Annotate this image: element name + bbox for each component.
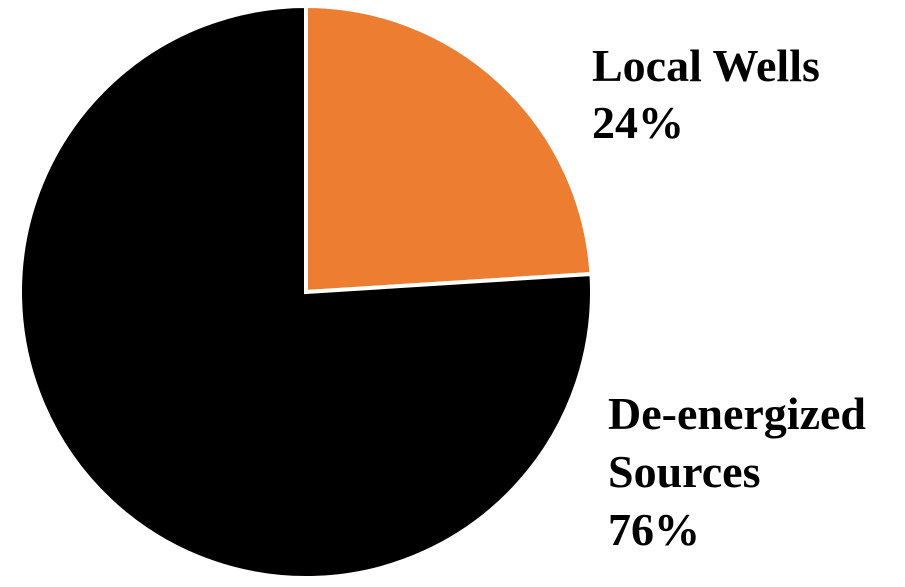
slice-percent-local-wells: 24% [592, 97, 684, 148]
slice-label-de-energized-sources: De-energized [608, 388, 866, 439]
slice-label-local-wells: Local Wells [592, 40, 820, 91]
pie-labels: Local Wells 24% De-energized Sources 76% [592, 40, 866, 555]
slice-percent-de-energized-sources: 76% [608, 504, 700, 555]
slice-label-line: Local Wells [592, 40, 820, 91]
pie-slices [18, 3, 594, 580]
slice-label-line: Sources [608, 446, 761, 497]
pie-slice-de-energized-sources [18, 3, 594, 580]
pie-slice-local-wells [304, 3, 594, 295]
slice-label-de-energized-sources-line2: Sources [608, 446, 761, 497]
slice-label-line: De-energized [608, 388, 866, 439]
